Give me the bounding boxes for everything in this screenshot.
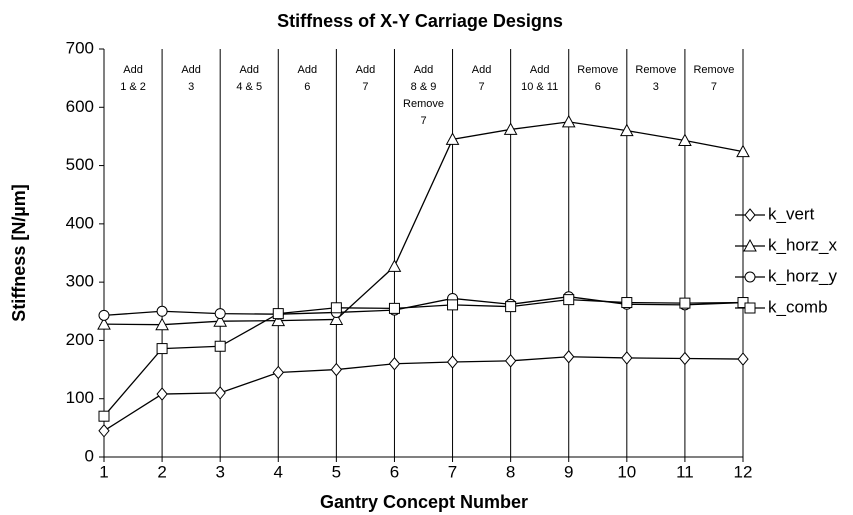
- x-tick-label: 8: [506, 462, 515, 481]
- marker: [214, 340, 226, 352]
- marker: [156, 343, 168, 355]
- y-tick-label: 500: [66, 155, 94, 174]
- annotation: Add: [239, 64, 259, 76]
- series-line: [103, 296, 744, 317]
- annotation: Add: [298, 64, 318, 76]
- legend-label: k_vert: [768, 204, 815, 223]
- annotation: Remove: [577, 64, 618, 76]
- annotation: 6: [304, 81, 310, 93]
- marker: [679, 297, 691, 309]
- x-tick-label: 10: [617, 462, 636, 481]
- annotation: 4 & 5: [236, 81, 262, 93]
- series-line: [103, 356, 744, 432]
- marker: [271, 313, 286, 327]
- x-tick-label: 5: [332, 462, 341, 481]
- marker: [272, 308, 284, 320]
- chart-title: Stiffness of X-Y Carriage Designs: [277, 11, 563, 31]
- marker: [503, 122, 518, 135]
- legend-label: k_horz_x: [768, 235, 837, 254]
- y-tick-label: 100: [66, 388, 94, 407]
- marker: [388, 356, 401, 371]
- x-tick-label: 11: [676, 462, 694, 481]
- marker: [621, 297, 633, 309]
- marker: [388, 302, 400, 314]
- x-tick-label: 6: [390, 462, 399, 481]
- marker: [505, 301, 517, 313]
- marker: [561, 114, 576, 128]
- marker: [330, 362, 343, 377]
- marker: [563, 349, 575, 364]
- annotation: 3: [188, 81, 194, 93]
- marker: [736, 144, 750, 158]
- marker: [156, 387, 168, 401]
- marker: [744, 302, 756, 314]
- marker: [445, 132, 460, 145]
- annotation: 7: [711, 81, 717, 93]
- x-tick-label: 4: [274, 462, 283, 481]
- legend-label: k_comb: [768, 297, 828, 316]
- marker: [447, 299, 459, 311]
- annotation: Remove: [403, 98, 444, 110]
- annotation: 3: [653, 81, 659, 93]
- marker: [155, 317, 169, 331]
- x-tick-label: 9: [564, 462, 573, 481]
- annotation: 7: [479, 81, 485, 93]
- x-axis-label: Gantry Concept Number: [320, 492, 528, 512]
- annotation: 1 & 2: [120, 81, 146, 93]
- marker: [214, 386, 226, 400]
- annotation: Add: [123, 64, 143, 76]
- annotation: 8 & 9: [411, 81, 437, 93]
- marker: [621, 351, 633, 365]
- annotation: Remove: [693, 64, 734, 76]
- marker: [744, 271, 756, 283]
- annotation: 7: [420, 115, 426, 127]
- marker: [504, 354, 517, 368]
- x-tick-label: 7: [448, 462, 457, 481]
- annotation: Add: [414, 64, 434, 76]
- marker: [156, 305, 168, 317]
- annotation: 6: [595, 81, 601, 93]
- marker: [272, 365, 284, 380]
- y-tick-label: 600: [66, 97, 94, 116]
- marker: [387, 259, 402, 272]
- marker: [329, 312, 344, 325]
- y-axis-label: Stiffness [N/µm]: [9, 184, 29, 321]
- marker: [737, 352, 749, 366]
- marker: [98, 410, 110, 422]
- annotation: Add: [181, 64, 201, 76]
- marker: [213, 314, 228, 327]
- marker: [744, 208, 756, 222]
- x-tick-label: 12: [734, 462, 753, 481]
- x-tick-label: 1: [99, 462, 108, 481]
- marker: [619, 123, 634, 137]
- marker: [330, 302, 342, 314]
- marker: [679, 351, 691, 366]
- marker: [446, 355, 459, 369]
- y-tick-label: 200: [66, 330, 94, 349]
- annotation: Add: [356, 64, 376, 76]
- marker: [98, 423, 110, 438]
- series-line: [103, 298, 744, 417]
- series-line: [103, 121, 744, 326]
- x-tick-label: 2: [157, 462, 166, 481]
- annotation: Add: [530, 64, 550, 76]
- marker: [97, 317, 111, 330]
- marker: [214, 308, 226, 320]
- marker: [678, 133, 692, 147]
- annotation: 10 & 11: [521, 81, 558, 93]
- y-tick-label: 700: [66, 38, 94, 57]
- marker: [98, 309, 110, 321]
- annotation: Remove: [635, 64, 676, 76]
- marker: [743, 238, 757, 252]
- y-tick-label: 0: [85, 446, 94, 465]
- annotation: Add: [472, 64, 492, 76]
- y-tick-label: 300: [66, 272, 94, 291]
- x-tick-label: 3: [215, 462, 224, 481]
- legend-label: k_horz_y: [768, 266, 837, 285]
- marker: [563, 294, 575, 306]
- y-tick-label: 400: [66, 213, 94, 232]
- annotation: 7: [362, 81, 368, 93]
